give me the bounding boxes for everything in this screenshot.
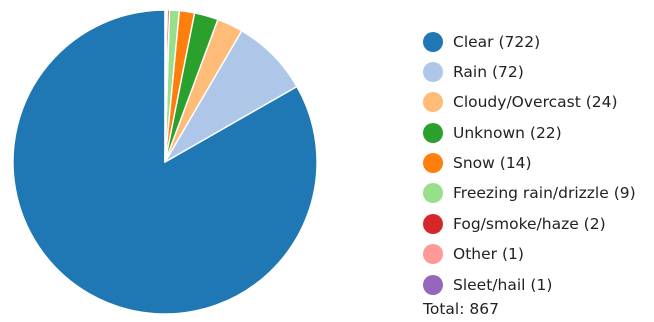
legend-swatch-cloudy-overcast	[423, 92, 443, 113]
legend-item-cloudy-overcast: Cloudy/Overcast (24)	[423, 91, 651, 114]
legend-category-other: Other	[453, 245, 498, 264]
legend-swatch-rain	[423, 61, 443, 82]
legend-count-other: 1	[508, 245, 518, 264]
legend-label-sleet-hail: Sleet/hail (1)	[453, 275, 553, 294]
legend-count-freezing-rain-drizzle: 9	[619, 184, 630, 203]
legend-swatch-freezing-rain-drizzle	[423, 183, 443, 204]
legend-category-cloudy-overcast: Cloudy/Overcast	[453, 93, 581, 112]
legend-item-fog-smoke-haze: Fog/smoke/haze (2)	[423, 212, 651, 235]
legend-count-rain: 72	[498, 62, 518, 81]
total-value: 867	[469, 300, 499, 318]
total-label: Total: 867	[423, 300, 499, 318]
legend-swatch-other	[423, 244, 443, 265]
legend-swatch-clear	[423, 31, 443, 52]
legend-category-rain: Rain	[453, 62, 488, 81]
legend-item-unknown: Unknown (22)	[423, 121, 651, 144]
legend-count-sleet-hail: 1	[536, 275, 547, 294]
legend-label-cloudy-overcast: Cloudy/Overcast (24)	[453, 93, 618, 112]
legend-swatch-snow	[423, 153, 443, 174]
legend-item-other: Other (1)	[423, 243, 651, 266]
legend-count-snow: 14	[505, 154, 526, 173]
legend-item-rain: Rain (72)	[423, 60, 651, 83]
legend: Clear (722) Rain (72) Cloudy/Overcast (24)…	[423, 30, 651, 303]
legend-count-cloudy-overcast: 24	[591, 93, 612, 112]
legend-category-sleet-hail: Sleet/hail	[453, 275, 526, 294]
legend-label-unknown: Unknown (22)	[453, 123, 562, 142]
legend-label-rain: Rain (72)	[453, 62, 524, 81]
legend-item-sleet-hail: Sleet/hail (1)	[423, 273, 651, 296]
legend-category-unknown: Unknown	[453, 123, 525, 142]
legend-swatch-unknown	[423, 122, 443, 143]
total-text: Total:	[423, 300, 465, 318]
legend-count-fog-smoke-haze: 2	[589, 214, 600, 233]
legend-label-snow: Snow (14)	[453, 154, 532, 173]
legend-count-unknown: 22	[535, 123, 556, 142]
legend-item-clear: Clear (722)	[423, 30, 651, 53]
legend-count-clear: 722	[504, 32, 535, 51]
legend-item-freezing-rain-drizzle: Freezing rain/drizzle (9)	[423, 182, 651, 205]
legend-label-clear: Clear (722)	[453, 32, 541, 51]
legend-category-fog-smoke-haze: Fog/smoke/haze	[453, 214, 579, 233]
legend-category-snow: Snow	[453, 154, 495, 173]
legend-item-snow: Snow (14)	[423, 152, 651, 175]
pie-slice-sleet-hail	[164, 9, 167, 163]
legend-category-clear: Clear	[453, 32, 494, 51]
legend-label-fog-smoke-haze: Fog/smoke/haze (2)	[453, 214, 606, 233]
legend-swatch-sleet-hail	[423, 274, 443, 295]
legend-swatch-fog-smoke-haze	[423, 213, 443, 234]
legend-category-freezing-rain-drizzle: Freezing rain/drizzle	[453, 184, 609, 203]
legend-label-other: Other (1)	[453, 245, 524, 264]
pie-plot	[12, 9, 318, 315]
legend-label-freezing-rain-drizzle: Freezing rain/drizzle (9)	[453, 184, 636, 203]
